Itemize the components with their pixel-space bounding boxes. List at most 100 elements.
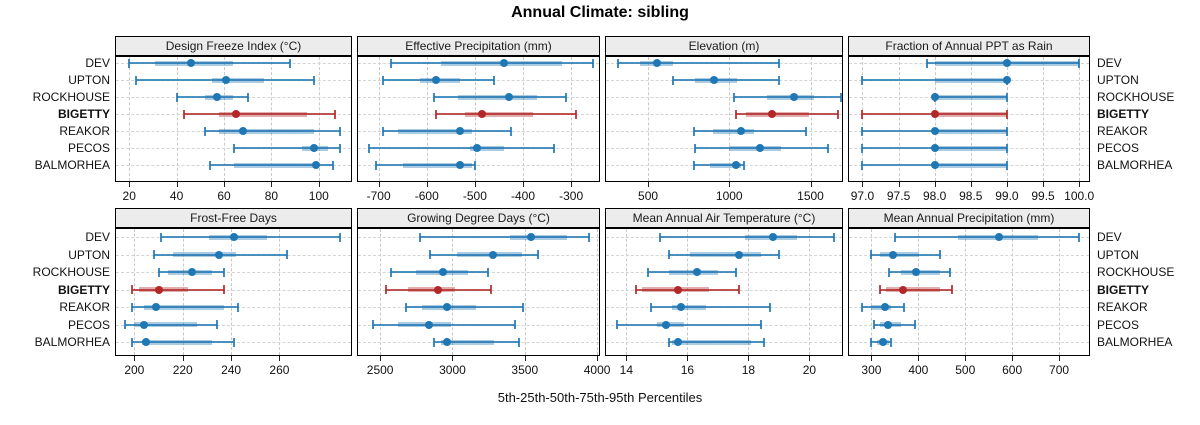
vertical-gridline bbox=[970, 57, 972, 181]
x-axis-tick bbox=[1012, 356, 1014, 361]
site-label-right: UPTON bbox=[1097, 247, 1139, 262]
site-label-right: BIGETTY bbox=[1097, 282, 1150, 297]
site-label-right: BALMORHEA bbox=[1097, 335, 1173, 349]
interquartile-band bbox=[465, 111, 533, 117]
percentile-range-line bbox=[618, 62, 779, 64]
x-axis-tick bbox=[452, 356, 454, 361]
percentile-cap-high bbox=[762, 337, 765, 347]
x-axis-tick bbox=[523, 182, 524, 187]
percentile-cap-high bbox=[232, 337, 235, 347]
percentile-cap-low bbox=[658, 232, 661, 242]
site-label-left: UPTON bbox=[68, 247, 110, 262]
x-tick-label: -600 bbox=[414, 189, 439, 203]
percentile-cap-high bbox=[837, 109, 840, 119]
x-axis-tick bbox=[380, 356, 382, 361]
percentile-cap-low bbox=[157, 267, 160, 277]
median-dot bbox=[438, 268, 447, 276]
percentile-cap-low bbox=[668, 250, 671, 259]
panel-strip: Design Freeze Index (°C) bbox=[115, 36, 352, 56]
panel-strip: Effective Precipitation (mm) bbox=[357, 36, 600, 56]
x-tick-label: 80 bbox=[264, 189, 279, 203]
vertical-gridline bbox=[134, 229, 136, 355]
percentile-cap-high bbox=[777, 250, 780, 259]
percentile-range-line bbox=[433, 341, 519, 343]
percentile-cap-high bbox=[591, 58, 594, 68]
percentile-cap-low bbox=[135, 75, 138, 85]
percentile-cap-high bbox=[574, 109, 577, 119]
interquartile-band bbox=[672, 304, 706, 310]
vertical-gridline bbox=[687, 229, 689, 355]
x-axis-tick bbox=[862, 182, 864, 187]
x-axis-tick bbox=[648, 182, 650, 187]
x-axis-tick bbox=[1043, 182, 1045, 187]
vertical-gridline bbox=[1006, 57, 1008, 181]
median-dot bbox=[692, 268, 701, 276]
x-tick-label: 20 bbox=[802, 363, 817, 377]
median-dot bbox=[238, 127, 247, 135]
percentile-cap-high bbox=[1005, 160, 1008, 170]
percentile-cap-low bbox=[926, 58, 929, 68]
interquartile-band bbox=[510, 234, 567, 240]
percentile-cap-low bbox=[159, 232, 162, 242]
median-dot bbox=[879, 338, 888, 346]
median-dot bbox=[662, 320, 671, 329]
percentile-cap-low bbox=[861, 160, 864, 170]
median-dot bbox=[880, 303, 889, 311]
interquartile-band bbox=[934, 94, 1007, 100]
horizontal-gridline bbox=[849, 289, 1089, 291]
median-dot bbox=[442, 338, 451, 346]
panel-strip: Fraction of Annual PPT as Rain bbox=[848, 36, 1090, 56]
percentile-range-line bbox=[862, 79, 1007, 81]
median-dot bbox=[434, 285, 442, 294]
median-dot bbox=[188, 268, 197, 276]
panel-plot-area bbox=[115, 228, 352, 356]
vertical-gridline bbox=[597, 229, 599, 355]
x-tick-label: 260 bbox=[269, 363, 290, 377]
interquartile-band bbox=[144, 304, 224, 310]
median-dot bbox=[930, 110, 939, 118]
percentile-cap-high bbox=[890, 337, 893, 347]
interquartile-band bbox=[397, 128, 473, 134]
percentile-range-line bbox=[176, 96, 248, 98]
vertical-gridline bbox=[182, 229, 184, 355]
median-dot bbox=[456, 127, 465, 135]
percentile-cap-low bbox=[671, 75, 674, 85]
horizontal-gridline bbox=[116, 272, 351, 273]
median-dot bbox=[767, 110, 776, 118]
percentile-range-line bbox=[647, 271, 737, 273]
site-label-right: ROCKHOUSE bbox=[1097, 90, 1175, 104]
percentile-cap-low bbox=[432, 92, 435, 102]
percentile-cap-low bbox=[694, 143, 697, 153]
median-dot bbox=[425, 320, 434, 329]
percentile-cap-high bbox=[827, 143, 830, 153]
percentile-range-line bbox=[894, 236, 1080, 238]
vertical-gridline bbox=[474, 57, 476, 181]
x-tick-label: 3500 bbox=[511, 363, 539, 377]
x-tick-label: 1000 bbox=[715, 189, 743, 203]
site-label-right: DEV bbox=[1097, 56, 1122, 70]
percentile-cap-high bbox=[913, 320, 916, 329]
x-axis-tick bbox=[729, 182, 731, 187]
x-tick-label: 4000 bbox=[583, 363, 611, 377]
panel-strip: Elevation (m) bbox=[605, 36, 843, 56]
site-label-left: BALMORHEA bbox=[34, 158, 110, 172]
percentile-range-line bbox=[233, 147, 341, 149]
x-axis-tick bbox=[918, 356, 920, 361]
x-tick-label: 20 bbox=[122, 189, 136, 203]
percentile-cap-low bbox=[130, 337, 133, 347]
x-axis-tick bbox=[626, 356, 628, 361]
site-label-right: UPTON bbox=[1097, 73, 1139, 87]
percentile-cap-high bbox=[486, 267, 489, 277]
percentile-cap-high bbox=[285, 250, 288, 259]
interquartile-band bbox=[886, 287, 941, 292]
percentile-cap-low bbox=[616, 320, 619, 329]
panel-strip: Mean Annual Air Temperature (°C) bbox=[605, 208, 843, 228]
percentile-cap-low bbox=[649, 302, 652, 312]
site-label-left: REAKOR bbox=[59, 300, 110, 314]
percentile-cap-low bbox=[617, 58, 620, 68]
site-label-right: ROCKHOUSE bbox=[1097, 265, 1175, 279]
median-dot bbox=[231, 110, 240, 118]
median-dot bbox=[442, 303, 451, 311]
vertical-gridline bbox=[965, 229, 967, 355]
